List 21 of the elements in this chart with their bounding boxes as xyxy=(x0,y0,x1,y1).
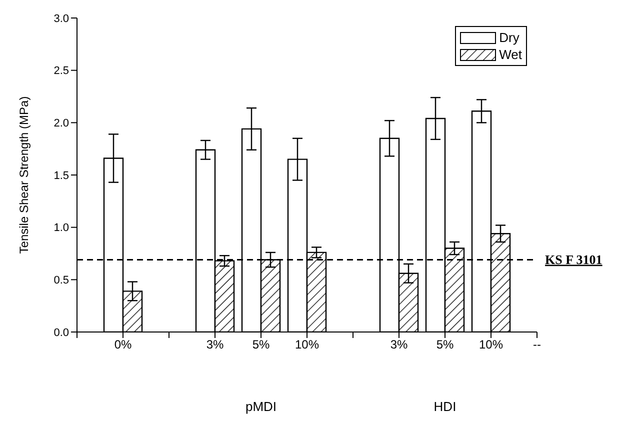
y-tick-label: 2.5 xyxy=(54,65,69,78)
x-tick-label: 5% xyxy=(436,338,454,352)
y-tick-label: 0.0 xyxy=(54,326,69,339)
x-tick-label: 10% xyxy=(294,338,320,352)
x-tick-label: -- xyxy=(533,338,541,352)
x-tick-label: 5% xyxy=(252,338,270,352)
x-tick-label: 0% xyxy=(114,338,132,352)
y-tick-label: 2.0 xyxy=(54,118,69,130)
y-tick-label: 1.5 xyxy=(54,170,69,182)
text: HDI xyxy=(432,399,458,414)
x-tick-label: 10% xyxy=(478,338,504,352)
y-tick-label: 0.5 xyxy=(54,274,69,287)
y-tick-label: 1.0 xyxy=(54,222,69,234)
x-tick-label: 3% xyxy=(206,338,224,352)
text: pMDI xyxy=(244,399,278,414)
y-tick-label: 3.0 xyxy=(54,12,69,25)
ref-line-label: KS F 3101 xyxy=(545,252,602,267)
legend-label: Dry xyxy=(499,29,520,46)
x-tick-label: 3% xyxy=(390,338,408,352)
y-axis-title: Tensile Shear Strength (MPa) xyxy=(17,96,31,254)
legend-label: Wet xyxy=(499,46,522,63)
